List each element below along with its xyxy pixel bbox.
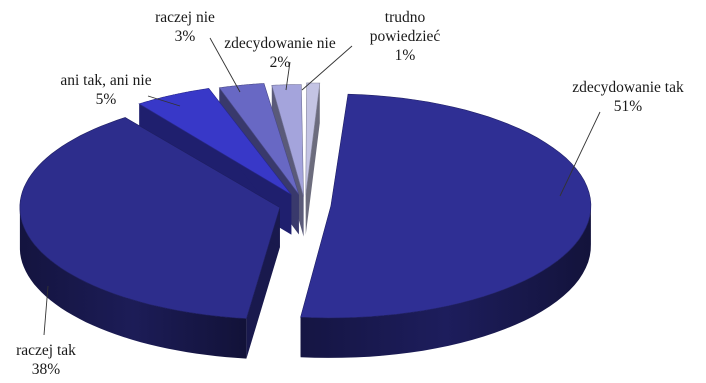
label-ani-tak-ani-nie: ani tak, ani nie 5%	[60, 72, 181, 108]
leader-line	[559, 111, 601, 197]
pie-slice-zdecydowanie-tak	[300, 93, 592, 358]
slice-category-label: powiedzieć	[370, 28, 441, 45]
pie-slice-raczej-tak	[19, 117, 281, 359]
label-raczej-nie: raczej nie 3%	[155, 9, 241, 93]
slice-value-label: 1%	[395, 47, 416, 64]
slice-category-label: trudno	[385, 9, 426, 26]
slice-top	[138, 88, 292, 195]
slice-category-label: zdecydowanie tak	[572, 79, 684, 96]
slice-wall	[246, 207, 280, 359]
leader-line	[43, 285, 49, 336]
slice-top	[305, 82, 321, 195]
slice-wall	[305, 83, 320, 235]
pie-slice-trudno-powiedziec	[305, 82, 321, 235]
leader-line	[209, 37, 241, 93]
slice-category-label: ani tak, ani nie	[60, 72, 151, 89]
slice-value-label: 5%	[96, 91, 117, 108]
slice-value-label: 3%	[175, 28, 196, 45]
label-raczej-tak: raczej tak 38%	[16, 285, 76, 378]
label-trudno-powiedziec: trudno powiedzieć 1%	[301, 9, 441, 91]
leader-line	[285, 61, 291, 91]
label-zdecydowanie-nie: zdecydowanie nie 2%	[224, 35, 336, 91]
slice-side	[300, 204, 591, 358]
slice-side	[19, 209, 247, 359]
slice-top	[218, 83, 300, 195]
leader-line	[147, 95, 181, 107]
slice-category-label: raczej nie	[155, 9, 215, 26]
slice-value-label: 38%	[32, 361, 61, 378]
slice-category-label: zdecydowanie nie	[224, 35, 336, 52]
slice-top	[300, 93, 592, 319]
leader-line	[301, 45, 353, 91]
label-zdecydowanie-tak: zdecydowanie tak 51%	[559, 79, 684, 197]
slice-value-label: 51%	[614, 98, 643, 115]
slice-category-label: raczej tak	[16, 342, 76, 359]
slice-value-label: 2%	[270, 54, 291, 71]
slice-top	[19, 117, 281, 319]
